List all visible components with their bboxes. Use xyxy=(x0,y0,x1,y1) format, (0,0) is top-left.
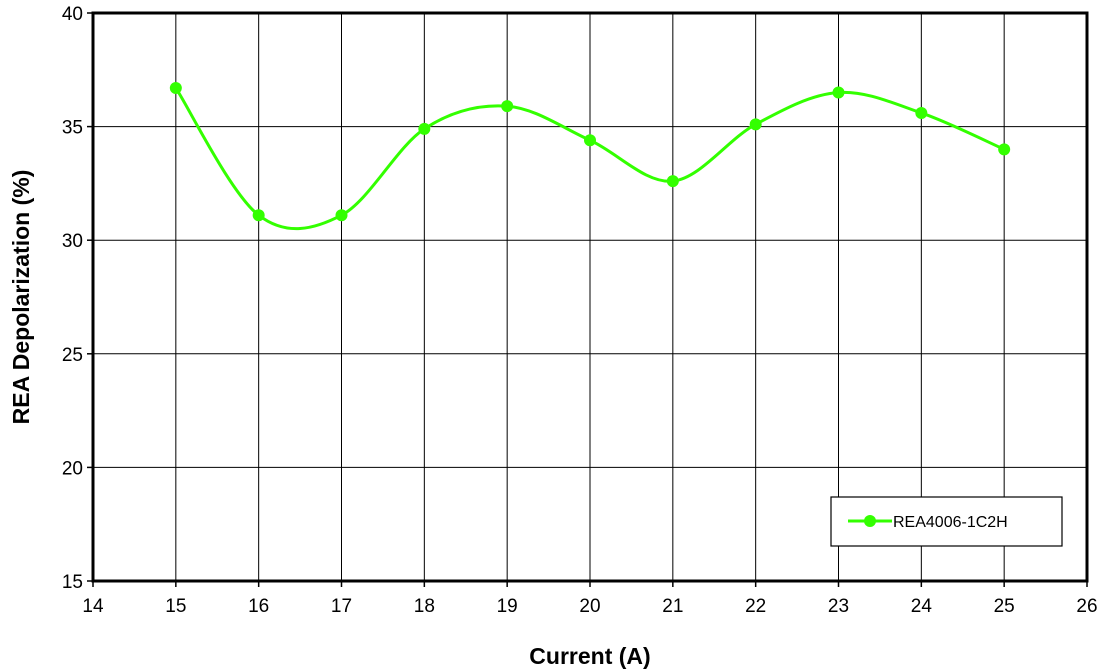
x-tick-label: 17 xyxy=(331,596,352,617)
x-tick-label: 25 xyxy=(994,596,1015,617)
data-point xyxy=(169,81,182,94)
y-tick-label: 25 xyxy=(62,345,83,366)
data-point xyxy=(418,122,431,135)
data-point xyxy=(666,175,679,188)
legend: REA4006-1C2H xyxy=(830,496,1063,547)
x-tick-label: 18 xyxy=(414,596,435,617)
series-layer xyxy=(169,81,1011,231)
data-point xyxy=(915,106,928,119)
data-point xyxy=(252,209,265,222)
x-axis-title: Current (A) xyxy=(529,643,650,669)
x-tick-label: 22 xyxy=(745,596,766,617)
gridlines xyxy=(93,13,1087,581)
y-tick-label: 35 xyxy=(62,118,83,139)
x-tick-label: 24 xyxy=(911,596,933,617)
legend-label-rea4006-1c2h: REA4006-1C2H xyxy=(893,514,1008,531)
x-tick-label: 14 xyxy=(82,596,104,617)
x-tick-label: 19 xyxy=(497,596,518,617)
x-tick-label: 15 xyxy=(165,596,186,617)
data-point xyxy=(501,100,514,113)
data-point xyxy=(998,143,1011,156)
x-tick-label: 21 xyxy=(662,596,683,617)
x-tick-label: 20 xyxy=(579,596,600,617)
x-tick-label: 23 xyxy=(828,596,849,617)
y-axis-title: REA Depolarization (%) xyxy=(8,170,34,425)
data-point xyxy=(749,118,762,131)
data-point xyxy=(832,86,845,99)
y-tick-label: 20 xyxy=(62,458,83,479)
y-tick-label: 40 xyxy=(62,4,83,25)
x-tick-label: 16 xyxy=(248,596,269,617)
y-tick-label: 15 xyxy=(62,572,83,593)
x-tick-label: 26 xyxy=(1076,596,1097,617)
axis-ticks: 14 15 16 17 18 19 20 21 22 23 24 25 26 15 20 25 30 35 40 xyxy=(62,4,1098,617)
legend-swatch-marker xyxy=(864,515,876,527)
data-point xyxy=(584,134,596,147)
series-line xyxy=(174,87,1005,231)
data-point xyxy=(335,209,348,222)
y-tick-label: 30 xyxy=(62,231,83,252)
